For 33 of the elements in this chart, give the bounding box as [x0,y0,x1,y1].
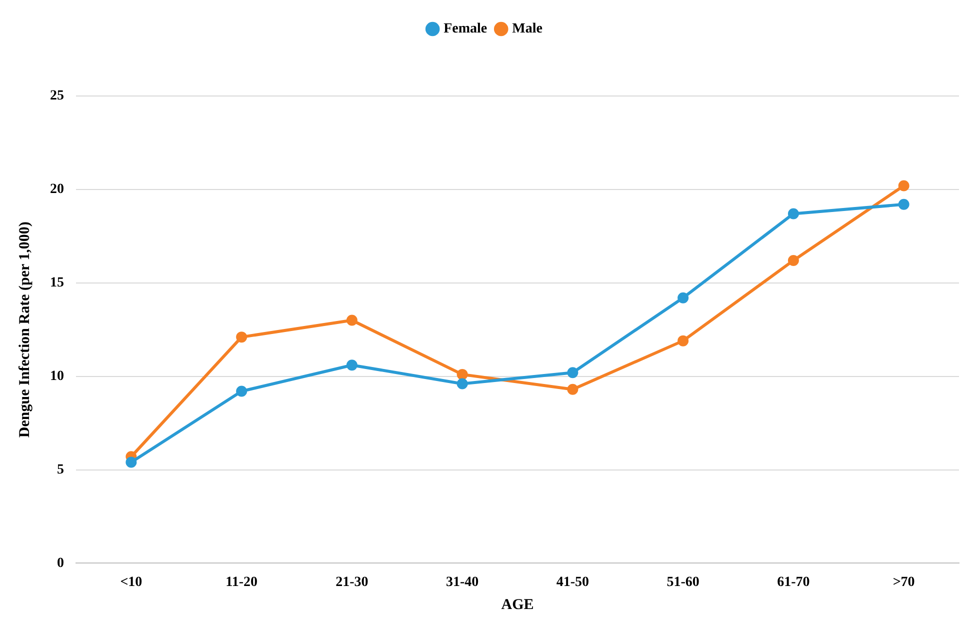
point [567,384,578,395]
point [567,367,578,378]
x-tick-label: <10 [120,575,142,590]
y-tick-label: 10 [50,368,64,384]
point [126,456,137,468]
point [898,198,910,210]
point [678,335,689,346]
x-axis-title: AGE [501,596,534,613]
x-tick-label: 11-20 [226,575,258,590]
x-tick-label: 21-30 [336,575,368,590]
y-tick-label: 0 [57,556,64,571]
y-tick-label: 15 [50,275,64,290]
point [788,254,799,266]
legend-label: Female [444,22,488,37]
y-axis-title: Dengue Infection Rate (per 1,000) [16,222,33,438]
x-tick-label: >70 [892,575,915,590]
legend-label: Male [512,22,542,37]
y-tick-label: 20 [50,182,64,198]
point [456,368,468,380]
x-tick-label: 31-40 [446,575,479,590]
point [898,180,910,192]
point [346,314,358,326]
point [236,332,248,343]
point [788,208,799,220]
point [678,292,689,304]
x-tick-label: 51-60 [666,575,700,590]
point [236,386,248,397]
point [346,360,358,371]
y-tick-label: 5 [57,462,64,478]
point [456,378,468,390]
x-tick-label: 61-70 [777,575,810,590]
x-tick-label: 41-50 [556,575,590,590]
y-tick-label: 25 [50,88,64,104]
